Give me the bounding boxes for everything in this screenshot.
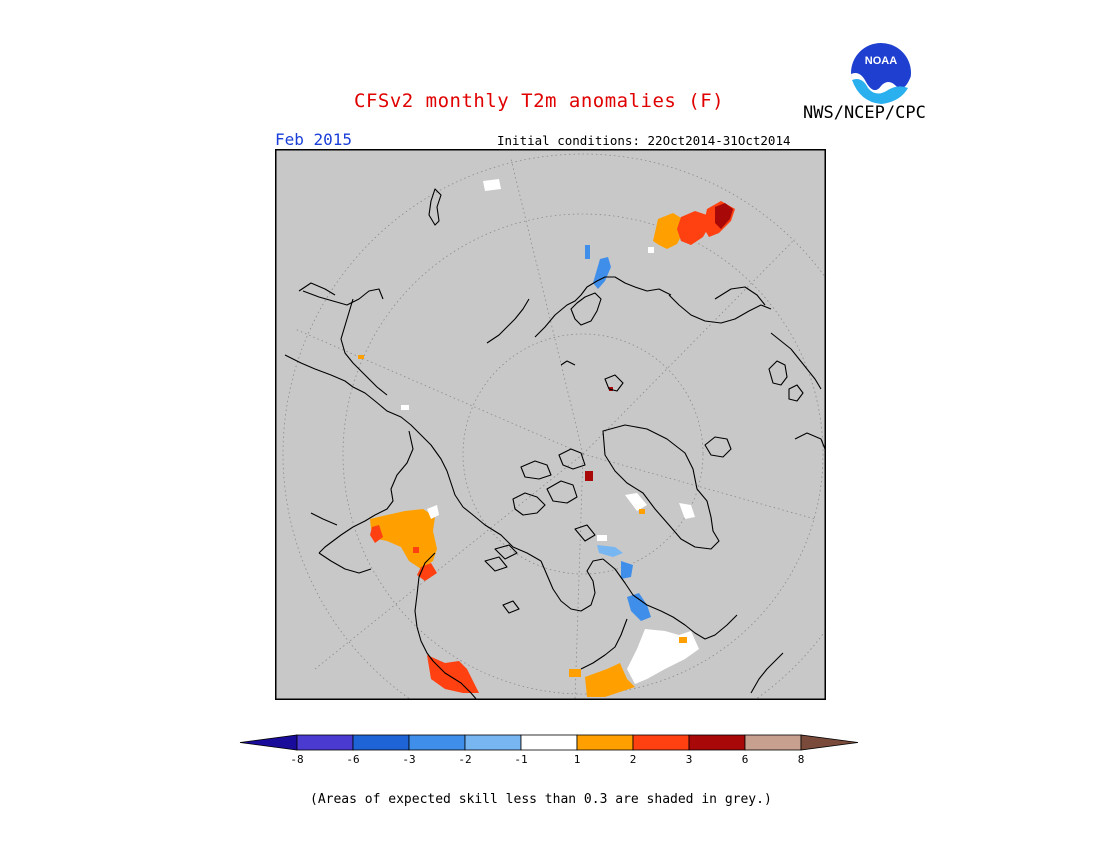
colorbar-box [464,734,522,751]
colorbar-label: -3 [402,753,415,766]
colorbar-labels: -8 -6 -3 -2 -1 1 2 3 6 8 [290,753,804,766]
colorbar-label: 3 [686,753,693,766]
colorbar-boxes [239,734,859,751]
coastlines [284,188,826,700]
graticule [282,153,826,700]
colorbar-label: 2 [630,753,637,766]
polar-map [275,149,826,700]
colorbar-label: -8 [290,753,303,766]
anomaly-patches [358,179,735,697]
colorbar-box [408,734,466,751]
colorbar-arrow-left [239,734,298,751]
map-background [275,149,826,700]
chart-title: CFSv2 monthly T2m anomalies (F) [354,90,725,112]
colorbar-box [520,734,578,751]
colorbar-label: -6 [346,753,359,766]
colorbar: -8 -6 -3 -2 -1 1 2 3 6 8 [239,734,859,766]
colorbar-box [688,734,746,751]
noaa-logo-text: NOAA [865,55,897,67]
colorbar-label: -1 [514,753,527,766]
valid-month-label: Feb 2015 [275,130,353,149]
colorbar-box [632,734,690,751]
colorbar-arrow-right [800,734,859,751]
skill-note: (Areas of expected skill less than 0.3 a… [310,792,772,807]
colorbar-label: -2 [458,753,471,766]
initial-conditions-label: Initial conditions: 22Oct2014-31Oct2014 [497,133,791,148]
colorbar-label: 6 [742,753,749,766]
agency-label: NWS/NCEP/CPC [803,103,926,123]
map-frame [275,149,826,700]
colorbar-box [352,734,410,751]
colorbar-label: 1 [574,753,581,766]
colorbar-box [296,734,354,751]
colorbar-label: 8 [798,753,805,766]
colorbar-box [576,734,634,751]
colorbar-box [744,734,802,751]
noaa-logo-icon: NOAA [849,41,913,105]
